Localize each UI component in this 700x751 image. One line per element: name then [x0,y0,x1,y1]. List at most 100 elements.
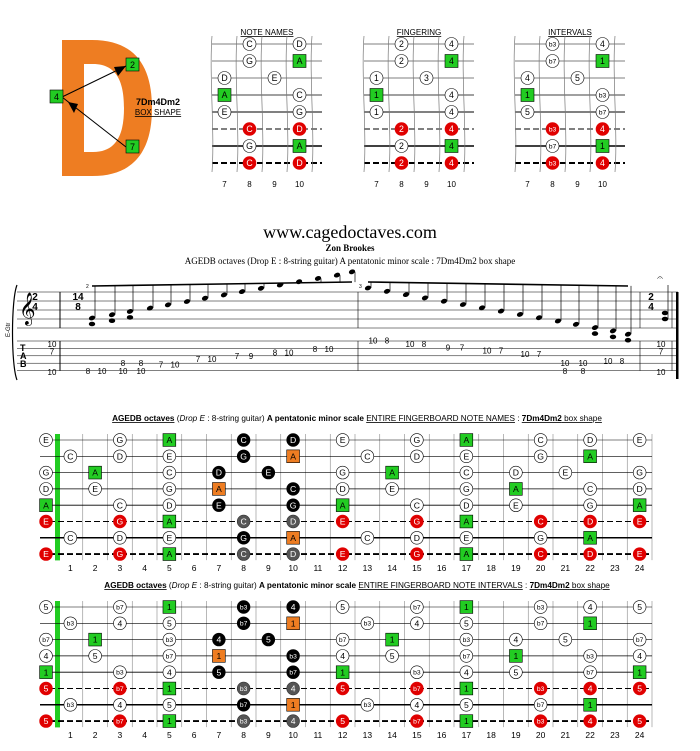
note-label: b7 [116,719,124,726]
note-label: 5 [167,618,172,628]
note-label: 5 [216,667,221,677]
tab-fret: 8 [121,359,126,368]
note-marker: 2 [394,156,409,170]
note-marker: 4 [444,122,459,136]
note-marker: C [533,514,548,529]
note-marker: G [113,433,127,447]
tab-letter: A [20,351,27,361]
note-marker-shape [360,531,375,545]
board-title-part: ENTIRE FINGERBOARD NOTE INTERVALS [358,581,523,590]
note-marker: 1 [595,139,610,153]
note-marker: E [39,433,53,447]
note-marker-shape [113,433,127,447]
note-label: E [463,451,469,461]
note-marker-shape [583,698,597,712]
note-marker-shape [410,600,424,614]
note-marker: 4 [595,37,610,51]
tab-fret: 8 [139,359,144,368]
note-marker-shape [39,649,53,663]
note-marker-shape [632,465,647,480]
note-marker: b7 [410,714,424,728]
fret-line [513,35,517,173]
note-marker: G [113,547,127,561]
tab-fret: 10 [561,359,570,368]
note-label: 4 [588,684,593,694]
note-label: A [389,468,395,478]
note-head [164,302,172,308]
note-label: 5 [637,716,642,726]
note-label: 1 [340,667,345,677]
note-label: 4 [449,141,454,151]
note-marker: A [509,482,523,496]
note-label: D [587,549,593,559]
fret-number: 19 [511,563,521,573]
note-label: G [246,56,253,66]
fret-number: 24 [635,730,645,740]
note-label: 5 [390,651,395,661]
note-marker-shape [162,665,177,679]
note-marker-shape [162,482,177,496]
note-marker: E [261,465,276,480]
note-label: D [296,39,302,49]
note-label: 4 [449,90,454,100]
note-marker: 5 [459,698,474,712]
tab-fret: 8 [273,349,278,358]
note-marker-shape [459,714,474,728]
note-marker: G [113,514,127,529]
note-label: D [414,533,420,543]
diagram-fret-number: 8 [550,180,555,189]
note-marker: 1 [369,105,384,119]
note-marker-shape [509,632,523,647]
note-marker: 1 [335,665,350,679]
note-marker-shape [113,600,127,614]
note-marker-shape [595,88,610,102]
note-marker-shape [292,105,307,119]
box-diagram: INTERVALS b3 4 b7 1 4 5 1 b3 5 b7 b3 4 b7 1 b3 4 7 8 9 10 [513,28,625,189]
note-marker: 4 [39,649,53,663]
note-marker: D [113,449,127,463]
note-marker: C [533,433,548,447]
note-marker: D [212,465,226,480]
shape-name: 7Dm4Dm2 [136,97,180,107]
note-label: C [290,484,296,494]
tab-fret: 10 [483,347,492,356]
note-marker: 4 [286,600,300,614]
note-marker-shape [212,498,226,512]
fret-number: 14 [387,563,397,573]
note-label: b3 [240,719,248,726]
note-marker-shape [113,547,127,561]
note-label: A [166,549,172,559]
note-marker: E [335,514,350,529]
note-marker: C [63,449,78,463]
note-label: 4 [117,618,122,628]
note-marker-shape [39,514,53,529]
note-marker: 5 [212,665,226,679]
board-title-part: box shape [562,414,603,423]
note-marker: G [242,139,257,153]
final-barline [676,292,679,379]
note-marker-shape [533,514,548,529]
note-marker: C [236,433,251,447]
note-marker: A [162,547,177,561]
note-marker-shape [88,482,102,496]
note-label: 4 [588,602,593,612]
note-marker-shape [459,482,474,496]
note-marker-shape [162,433,177,447]
note-marker-shape [236,514,251,529]
fret-number: 22 [585,563,595,573]
tab-fret: 8 [313,345,318,354]
note-label: E [637,549,643,559]
note-marker: b3 [360,698,375,712]
note-marker-shape [509,498,523,512]
note-marker-shape [558,465,573,480]
note-marker: E [88,482,102,496]
note-marker: E [39,547,53,561]
note-marker: 4 [509,632,523,647]
note-head [108,318,116,324]
note-label: E [43,517,49,527]
note-marker-shape [162,714,177,728]
note-label: b3 [463,637,471,644]
note-label: 4 [340,651,345,661]
note-marker-shape [292,122,307,136]
